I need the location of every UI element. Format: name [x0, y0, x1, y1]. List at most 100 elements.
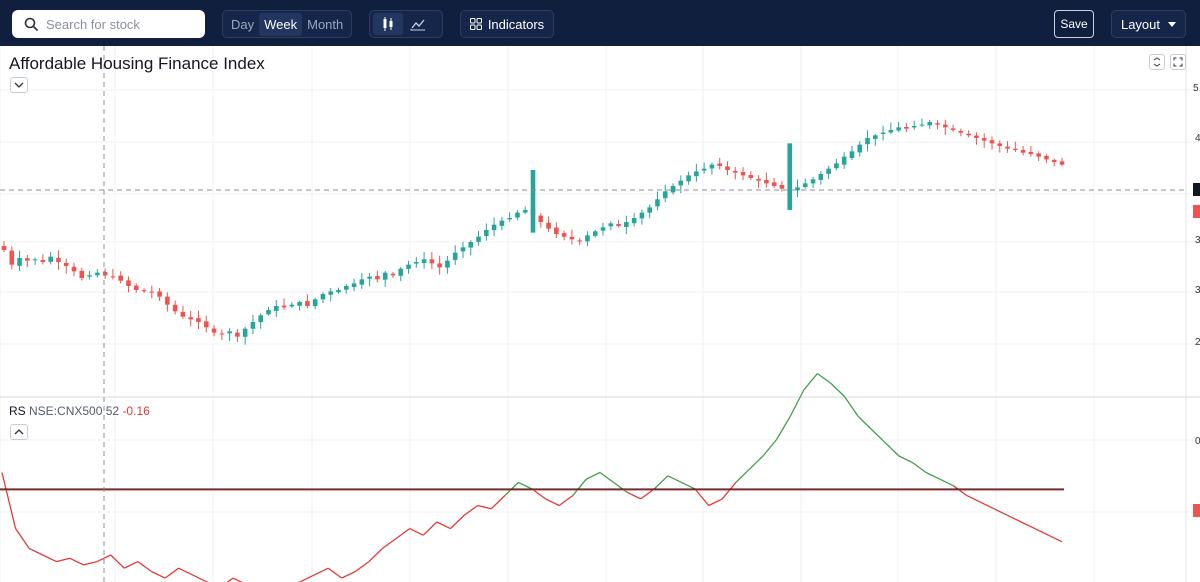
candle-body — [592, 231, 598, 236]
rs-period: 52 — [105, 404, 120, 418]
candle-body — [188, 317, 194, 320]
candle-body — [686, 175, 691, 182]
save-button[interactable]: Save — [1054, 10, 1094, 38]
candle-body — [546, 222, 551, 229]
rs-line-segment — [789, 389, 805, 417]
rs-line-segment — [124, 561, 139, 569]
candle-body — [227, 331, 232, 334]
timeframe-month-button[interactable]: Month — [307, 16, 344, 32]
collapse-main-pane-button[interactable] — [10, 77, 28, 93]
candle-body — [266, 310, 271, 315]
chart-grid — [0, 46, 1200, 582]
rs-value: -0.16 — [122, 404, 150, 418]
price-chart-canvas[interactable] — [0, 46, 1200, 582]
rs-line-segment — [327, 567, 343, 579]
candle-body — [771, 182, 777, 186]
candle-body — [989, 140, 995, 144]
rs-line-segment — [56, 557, 71, 563]
collapse-toggle-button[interactable] — [1149, 54, 1165, 70]
candle-body — [289, 304, 295, 307]
collapse-rs-pane-button[interactable] — [10, 424, 28, 440]
candle-body — [398, 268, 404, 276]
candle-body — [600, 227, 606, 231]
rs-line-segment — [395, 528, 411, 540]
rs-last-value-tag — [1193, 504, 1200, 517]
search-box[interactable] — [12, 10, 205, 38]
candle-body — [795, 187, 800, 191]
candle-body — [818, 174, 824, 180]
candle-body — [522, 210, 528, 213]
candle-body — [414, 262, 419, 264]
candle-body — [826, 168, 831, 174]
rs-line-segment — [28, 547, 44, 556]
rs-line-segment — [871, 429, 886, 444]
caret-down-icon — [1168, 21, 1177, 27]
line-chart-button[interactable] — [403, 13, 433, 35]
candle-body — [375, 276, 380, 280]
timeframe-week-button[interactable]: Week — [259, 12, 303, 36]
rs-line-segment — [110, 554, 125, 569]
candle-body — [499, 220, 505, 226]
rs-line-segment — [1007, 514, 1022, 523]
candle-body — [888, 130, 894, 133]
candle-body — [48, 256, 53, 262]
rs-line-segment — [599, 471, 614, 483]
candle-body — [670, 186, 676, 193]
fullscreen-button[interactable] — [1170, 54, 1186, 70]
rs-line-segment — [817, 372, 832, 384]
search-input[interactable] — [46, 16, 196, 32]
candle-body — [802, 183, 808, 188]
rs-line-segment — [463, 504, 479, 516]
last-price-tag — [1193, 205, 1200, 218]
layout-label: Layout — [1120, 16, 1161, 32]
rs-line-segment — [572, 478, 587, 497]
candle-body — [141, 290, 147, 292]
candle-body — [624, 222, 629, 227]
axis-tick-label: 4 — [1195, 133, 1200, 144]
candle-body — [258, 315, 264, 323]
rs-line-segment — [925, 471, 940, 480]
candle-body — [491, 224, 497, 231]
candle-body — [281, 305, 287, 308]
rs-line-segment — [748, 455, 764, 470]
candle-body — [95, 272, 100, 276]
candle-body — [1005, 146, 1010, 149]
rs-line-segment — [382, 537, 397, 549]
timeframe-day-button[interactable]: Day — [231, 16, 255, 32]
axis-tick-label: 3 — [1195, 235, 1200, 246]
candle-body — [32, 259, 38, 261]
rs-line-segment — [409, 528, 424, 536]
candle-body — [336, 290, 341, 293]
rs-line-segment — [368, 547, 383, 563]
candle-body — [320, 294, 326, 300]
rs-line-segment — [884, 442, 900, 457]
candle-body — [631, 218, 637, 224]
layout-dropdown[interactable]: Layout — [1111, 10, 1186, 38]
candle-body — [172, 304, 178, 312]
candle-body — [764, 179, 769, 184]
candle-body — [297, 302, 302, 306]
candlestick-button[interactable] — [373, 13, 403, 35]
candle-body — [1028, 151, 1034, 154]
candle-body — [367, 276, 372, 279]
candle-body — [919, 124, 925, 126]
rs-line-segment — [966, 495, 981, 503]
candle-body — [896, 127, 901, 131]
rs-line-segment — [681, 481, 696, 490]
candle-body — [63, 263, 69, 266]
rs-line-segment — [558, 495, 574, 507]
rs-line-segment — [450, 514, 465, 530]
indicators-grid-icon — [469, 18, 482, 30]
rs-line-segment — [1034, 528, 1049, 536]
candle-body — [1044, 155, 1049, 160]
candle-body — [857, 144, 863, 153]
candle-body — [865, 138, 870, 145]
candle-body — [1059, 161, 1065, 165]
indicators-button[interactable]: Indicators — [460, 10, 554, 38]
candle-body — [662, 191, 668, 199]
candle-body — [981, 138, 987, 141]
timeframe-selector: Day Week Month — [222, 10, 352, 38]
rs-line-segment — [83, 560, 98, 566]
rs-line-segment — [191, 574, 207, 582]
